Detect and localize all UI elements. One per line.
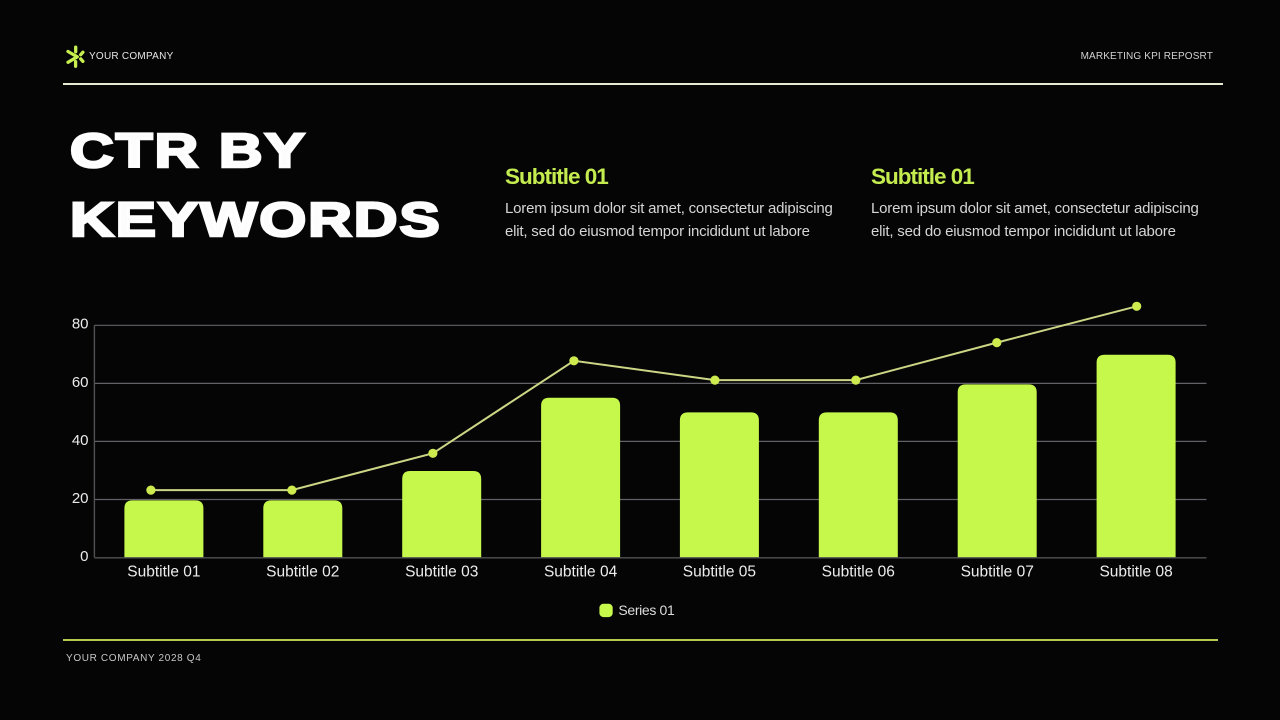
svg-text:Subtitle 06: Subtitle 06 (822, 564, 895, 581)
svg-text:Subtitle 07: Subtitle 07 (961, 564, 1034, 581)
svg-text:80: 80 (72, 316, 89, 333)
svg-text:Subtitle 05: Subtitle 05 (683, 564, 756, 581)
svg-text:40: 40 (72, 432, 89, 449)
svg-text:Subtitle 04: Subtitle 04 (544, 564, 618, 581)
svg-text:Subtitle 02: Subtitle 02 (266, 564, 339, 581)
svg-text:Subtitle 03: Subtitle 03 (405, 564, 478, 581)
svg-text:20: 20 (72, 490, 89, 507)
svg-text:Subtitle 08: Subtitle 08 (1099, 564, 1172, 581)
svg-text:Series 01: Series 01 (618, 602, 675, 618)
svg-text:Subtitle 01: Subtitle 01 (127, 564, 200, 581)
svg-text:0: 0 (80, 548, 88, 565)
svg-text:60: 60 (72, 374, 89, 391)
